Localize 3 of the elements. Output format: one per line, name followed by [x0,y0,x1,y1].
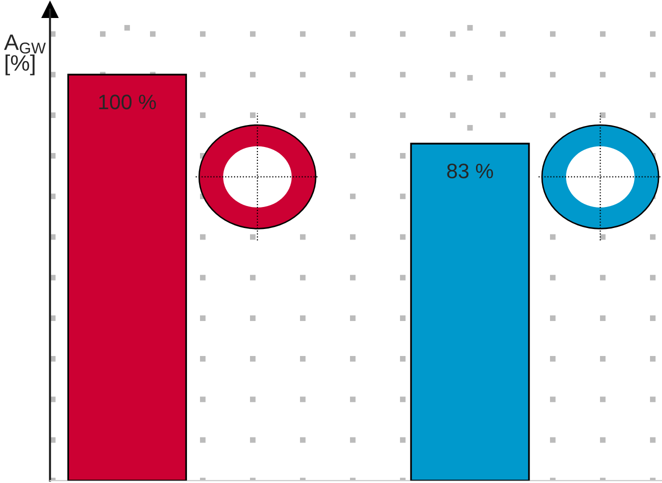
data-label: 83 % [447,164,493,178]
data-label: 100 % [99,94,156,110]
y-axis-title: A$_{GW}$ [%] [4,34,46,76]
